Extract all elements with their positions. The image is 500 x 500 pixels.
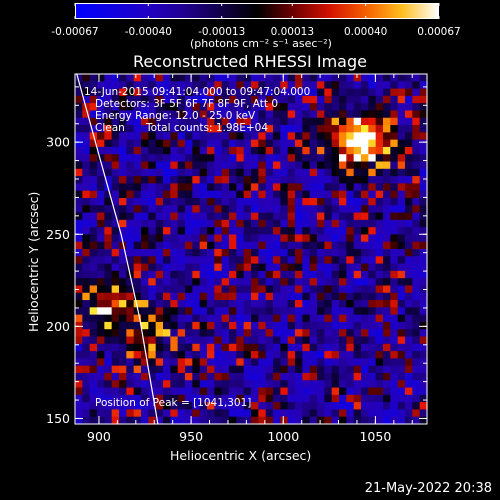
colorbar-ticks: -0.00067 -0.00040 -0.00013 0.00013 0.00040 0.… xyxy=(51,3,461,38)
colorbar-tick-label: -0.00040 xyxy=(125,26,172,38)
energy-range-text: Energy Range: 12.0 - 25.0 keV xyxy=(95,110,256,122)
colorbar-units-label: (photons cm⁻² s⁻¹ asec⁻²) xyxy=(190,37,332,50)
method-text: Clean xyxy=(95,122,125,134)
x-tick-label: 1000 xyxy=(267,429,299,444)
timestamp: 21-May-2022 20:38 xyxy=(364,481,492,496)
colorbar-tick-label: 0.00067 xyxy=(417,26,460,38)
detectors-text: Detectors: 3F 5F 6F 7F 8F 9F, Att 0 xyxy=(95,98,279,110)
x-tick-label: 1050 xyxy=(359,429,391,444)
y-tick-label: 300 xyxy=(46,135,70,150)
colorbar-tick-label: -0.00067 xyxy=(51,26,98,38)
heatmap-pixels xyxy=(75,74,428,425)
colorbar-tick-label: 0.00013 xyxy=(271,26,314,38)
x-tick-label: 900 xyxy=(87,429,111,444)
x-tick-label: 950 xyxy=(179,429,203,444)
y-tick-label: 200 xyxy=(46,319,70,334)
colorbar-tick-label: -0.00013 xyxy=(198,26,245,38)
total-counts-text: Total counts: 1.98E+04 xyxy=(146,122,269,134)
chart-title: Reconstructed RHESSI Image xyxy=(133,52,367,71)
x-axis-label: Heliocentric X (arcsec) xyxy=(170,448,312,463)
plot-frame xyxy=(74,73,428,425)
peak-position-text: Position of Peak = [1041,301] xyxy=(95,397,252,409)
time-range-text: 14-Jun-2015 09:41:04.000 to 09:47:04.000 xyxy=(84,86,311,98)
y-tick-label: 150 xyxy=(46,411,70,426)
solar-limb-line xyxy=(76,73,159,425)
colorbar xyxy=(75,3,439,19)
y-tick-label: 250 xyxy=(46,227,70,242)
colorbar-tick-label: 0.00040 xyxy=(344,26,387,38)
y-axis-label: Heliocentric Y (arcsec) xyxy=(26,191,41,332)
